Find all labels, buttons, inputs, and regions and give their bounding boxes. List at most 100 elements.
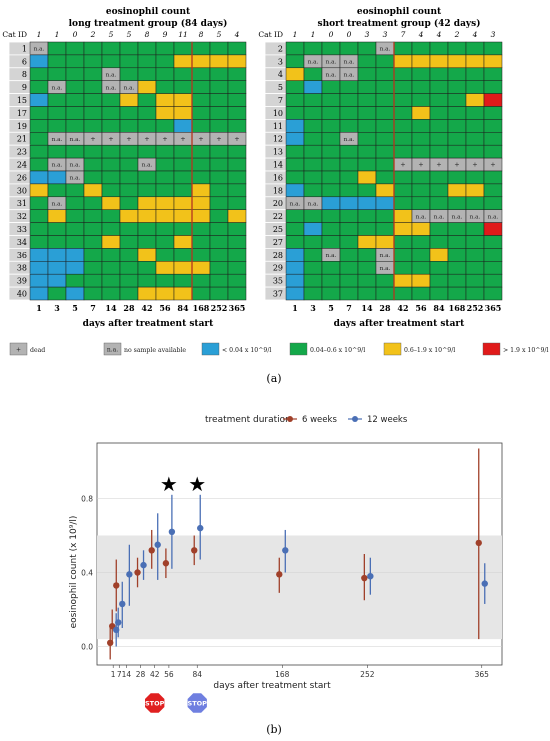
cat-id-label: 32: [17, 212, 27, 221]
legend-marker: [352, 416, 358, 422]
heatmap-title: eosinophil count: [106, 7, 191, 17]
legend-swatch: [289, 342, 308, 356]
day-tick-label: 56: [415, 303, 427, 313]
heatmap-cell: [429, 41, 449, 56]
heatmap-cell: [173, 67, 193, 81]
heatmap-cell: [227, 106, 247, 120]
heatmap-cell: [191, 248, 211, 262]
cat-id-label: 36: [17, 251, 27, 260]
heatmap-cell: [285, 286, 305, 301]
heatmap-cell: [209, 67, 229, 81]
heatmap-cell: [191, 54, 211, 69]
heatmap-cell: [339, 106, 359, 120]
data-point: [481, 580, 488, 587]
header-count: 8: [145, 30, 150, 39]
header-count: 2: [90, 30, 96, 39]
heatmap-cell: [137, 235, 157, 249]
header-count: 5: [217, 30, 222, 39]
y-tick-label: 0.4: [81, 569, 93, 578]
cat-id-label: 33: [17, 225, 27, 234]
heatmap-cell: [411, 273, 431, 288]
heatmap-cell: [447, 222, 467, 236]
heatmap-cell: [29, 183, 49, 198]
na-marker: n.a.: [344, 72, 355, 78]
heatmap-cell: [65, 248, 85, 262]
na-marker: n.a.: [416, 214, 427, 220]
heatmap-cell: [447, 132, 467, 146]
cat-id-label: 39: [17, 277, 27, 286]
heatmap-cell: [119, 54, 139, 69]
heatmap-cell: [119, 261, 139, 275]
header-count: 4: [436, 30, 442, 39]
heatmap-cell: [155, 67, 175, 81]
heatmap-cell: [47, 41, 67, 56]
heatmap-cell: [119, 106, 139, 120]
cat-id-label: 6: [22, 57, 27, 66]
heatmap-cell: [191, 286, 211, 301]
heatmap-cell: [83, 157, 103, 172]
heatmap-cell: [465, 80, 485, 94]
heatmap-cell: [137, 196, 157, 210]
heatmap-cell: [465, 106, 485, 120]
heatmap-short-treatment: eosinophil count short treatment group (…: [258, 7, 503, 329]
heatmap-cell: [321, 132, 341, 146]
heatmap-cell: [173, 235, 193, 249]
cat-id-label: 35: [273, 277, 283, 286]
dead-marker: +: [180, 135, 185, 143]
heatmap-cell: [339, 273, 359, 288]
header-count: 2: [454, 30, 460, 39]
na-marker: n.a.: [380, 47, 391, 53]
heatmap-cell: [483, 183, 503, 198]
heatmap-cell: [155, 80, 175, 94]
heatmap-cell: [483, 273, 503, 288]
heatmap-cell: [483, 235, 503, 249]
heatmap-cell: [65, 273, 85, 288]
heatmap-cell: [209, 261, 229, 275]
panel-a-label: (a): [266, 372, 281, 385]
heatmap-cell: [155, 273, 175, 288]
heatmap-cell: [209, 273, 229, 288]
heatmap-cell: [209, 54, 229, 69]
heatmap-cell: [429, 183, 449, 198]
heatmap-cell: [29, 248, 49, 262]
data-point: [168, 528, 176, 535]
cat-id-label: 26: [17, 173, 27, 182]
heatmap-cell: [209, 196, 229, 210]
cat-id-label: 12: [273, 135, 283, 144]
heatmap-cell: [375, 80, 395, 94]
heatmap-cell: [483, 80, 503, 94]
na-marker: n.a.: [124, 85, 135, 91]
heatmap-cell: [447, 183, 467, 198]
dead-marker: +: [198, 135, 203, 143]
heatmap-cell: [303, 41, 323, 56]
day-tick-label: 168: [449, 303, 466, 313]
heatmap-cell: [173, 196, 193, 210]
cat-id-label: 31: [17, 199, 27, 208]
heatmap-cell: [65, 261, 85, 275]
header-count: 5: [127, 30, 132, 39]
heatmap-cell: [227, 80, 247, 94]
heatmap-xlabel: days after treatment start: [83, 319, 215, 329]
heatmap-cell: [209, 222, 229, 236]
heatmap-cell: [29, 67, 49, 81]
heatmap-cell: [285, 183, 305, 198]
heatmap-cell: [29, 261, 49, 275]
heatmap-cell: [465, 183, 485, 198]
heatmap-cell: [83, 273, 103, 288]
na-marker: n.a.: [142, 163, 153, 169]
data-point: [162, 560, 170, 567]
dead-marker: +: [454, 161, 459, 169]
heatmap-cell: [393, 222, 413, 236]
heatmap-cell: [321, 183, 341, 198]
heatmap-cell: [357, 144, 377, 159]
heatmap-cell: [285, 248, 305, 262]
heatmap-cell: [173, 222, 193, 236]
header-count: 1: [311, 30, 316, 39]
heatmap-cell: [173, 286, 193, 301]
heatmap-cell: [47, 67, 67, 81]
heatmap-cell: [173, 119, 193, 133]
day-tick-label: 252: [211, 303, 228, 313]
legend-text: 0.6–1.9 x 10^9/l: [404, 347, 455, 354]
heatmap-cell: [429, 54, 449, 69]
na-marker: n.a.: [452, 214, 463, 220]
